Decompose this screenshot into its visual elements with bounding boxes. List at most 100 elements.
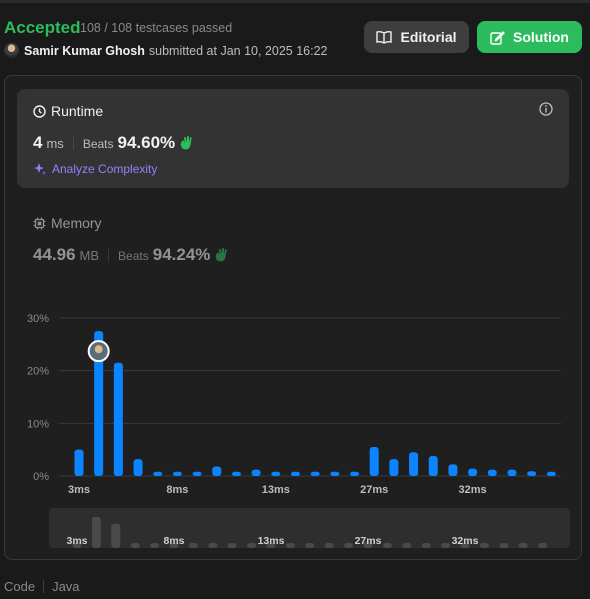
- chart-bar: [350, 471, 360, 476]
- clap-icon: [180, 136, 192, 150]
- status-accepted: Accepted: [4, 18, 81, 37]
- clock-icon: [33, 104, 46, 118]
- editorial-button[interactable]: Editorial: [364, 21, 469, 53]
- runtime-beats-percent: 94.60%: [117, 133, 176, 152]
- username-link[interactable]: Samir Kumar Ghosh: [24, 43, 145, 58]
- navigator-bar: [421, 543, 431, 548]
- chart-bar: [507, 469, 517, 476]
- navigator-tick-label: 3ms: [66, 535, 87, 547]
- x-tick-label: 3ms: [68, 484, 90, 496]
- navigator-bar: [324, 543, 334, 548]
- memory-title: Memory: [33, 215, 230, 231]
- testcases-passed: 108 / 108 testcases passed: [80, 21, 233, 35]
- code-footer: Code Java: [4, 579, 80, 594]
- x-tick-label: 32ms: [459, 484, 487, 496]
- info-icon[interactable]: [539, 102, 553, 116]
- navigator-bar: [130, 543, 140, 548]
- memory-value: 44.96: [33, 245, 76, 264]
- runtime-card[interactable]: Runtime 4 ms Beats 94.60% Analyze Comple…: [17, 89, 569, 188]
- runtime-title: Runtime: [33, 103, 103, 119]
- avatar-face: [94, 345, 103, 354]
- navigator-bar: [305, 543, 315, 548]
- chart-bar: [192, 471, 202, 476]
- navigator-bar: [285, 543, 295, 548]
- analyze-complexity-link[interactable]: Analyze Complexity: [33, 162, 157, 176]
- chart-bar: [428, 455, 438, 476]
- runtime-unit: ms: [46, 136, 64, 151]
- chart-bar: [409, 452, 419, 476]
- navigator-bar: [247, 543, 257, 548]
- editorial-label: Editorial: [400, 29, 457, 45]
- navigator-bar: [91, 516, 101, 548]
- memory-unit: MB: [79, 248, 100, 263]
- solution-label: Solution: [513, 29, 569, 45]
- runtime-value-row: 4 ms Beats 94.60%: [33, 133, 195, 153]
- navigator-mini-chart[interactable]: 3ms 8ms 13ms 27ms 32ms: [49, 508, 570, 548]
- chart-bar: [527, 471, 537, 476]
- edit-icon: [490, 30, 505, 45]
- code-label: Code: [4, 579, 36, 594]
- runtime-value: 4: [33, 133, 43, 152]
- navigator-bar: [382, 543, 392, 548]
- y-tick-label: 10%: [27, 418, 49, 430]
- y-tick-label: 30%: [27, 313, 49, 325]
- chart-bar: [369, 447, 379, 476]
- navigator-bar: [518, 543, 528, 548]
- memory-value-row: 44.96 MB Beats 94.24%: [33, 245, 230, 265]
- y-tick-label: 20%: [27, 366, 49, 378]
- chart-bar: [448, 464, 458, 476]
- language-label[interactable]: Java: [52, 579, 80, 594]
- runtime-distribution-chart[interactable]: 30% 20% 10% 0% 3ms 8ms 13ms 27ms 32ms: [5, 301, 581, 501]
- chart-bar: [271, 471, 281, 476]
- navigator-bar: [227, 543, 237, 548]
- chart-bar: [330, 471, 340, 476]
- chart-bar: [290, 471, 300, 476]
- navigator-bar: [72, 542, 82, 548]
- navigator-bar: [188, 543, 198, 548]
- x-tick-label: 8ms: [166, 484, 188, 496]
- chart-bar: [94, 331, 104, 476]
- chart-bar: [172, 471, 182, 476]
- chart-bar: [74, 449, 84, 476]
- divider: [108, 248, 110, 262]
- y-tick-label: 0%: [33, 471, 49, 483]
- navigator-bar: [538, 543, 548, 548]
- chart-bar: [389, 459, 399, 476]
- book-icon: [376, 30, 393, 44]
- chart-bar: [231, 471, 241, 476]
- user-avatar[interactable]: [4, 43, 19, 58]
- submitter-line: Samir Kumar Ghosh submitted at Jan 10, 2…: [4, 43, 327, 58]
- navigator-bar: [363, 541, 373, 548]
- navigator-bar: [150, 543, 160, 548]
- navigator-bar: [169, 543, 179, 548]
- x-tick-label: 13ms: [262, 484, 290, 496]
- navigator-bar: [441, 543, 451, 548]
- navigator-bar: [111, 523, 121, 548]
- chart-bar: [153, 471, 163, 476]
- performance-panel: Runtime 4 ms Beats 94.60% Analyze Comple…: [4, 75, 582, 560]
- navigator-tick-label: 32ms: [452, 535, 479, 547]
- memory-label: Memory: [51, 215, 102, 231]
- navigator-tick-label: 8ms: [163, 535, 184, 547]
- analyze-label: Analyze Complexity: [52, 162, 158, 176]
- memory-card[interactable]: Memory 44.96 MB Beats 94.24%: [33, 215, 230, 265]
- divider: [72, 136, 74, 150]
- divider: [43, 580, 45, 593]
- chart-bar: [251, 469, 261, 476]
- chip-icon: [33, 217, 46, 229]
- navigator-bar: [208, 543, 218, 548]
- x-tick-label: 27ms: [360, 484, 388, 496]
- chart-bar: [133, 459, 143, 476]
- submission-header: Accepted 108 / 108 testcases passed Sami…: [4, 14, 582, 64]
- solution-button[interactable]: Solution: [477, 21, 582, 53]
- sparkle-icon: [34, 163, 46, 175]
- chart-bar: [487, 469, 497, 476]
- memory-beats-percent: 94.24%: [152, 245, 211, 264]
- chart-bar: [310, 471, 320, 476]
- navigator-bar: [266, 543, 276, 548]
- navigator-tick-label: 27ms: [355, 535, 382, 547]
- chart-range-navigator[interactable]: 3ms 8ms 13ms 27ms 32ms: [49, 508, 570, 548]
- runtime-label: Runtime: [51, 103, 104, 119]
- navigator-bar: [479, 543, 489, 548]
- navigator-tick-label: 13ms: [258, 535, 285, 547]
